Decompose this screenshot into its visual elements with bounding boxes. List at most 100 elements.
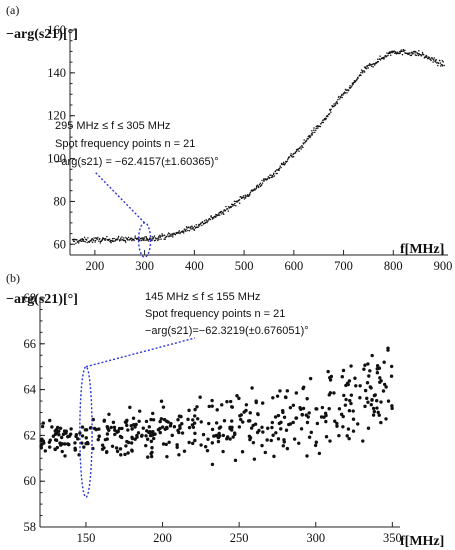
panel-b-data-point <box>126 428 130 432</box>
panel-a-data-point <box>349 84 351 87</box>
panel-b-data-point <box>389 364 394 369</box>
panel-a-data-point <box>377 60 380 63</box>
panel-b-data-point <box>297 441 301 445</box>
panel-b-data-point <box>63 442 67 446</box>
panel-a-data-point <box>172 236 174 238</box>
panel-a-data-point <box>363 71 366 73</box>
panel-a-data-point <box>193 229 196 231</box>
panel-a-data-point <box>243 198 246 200</box>
panel-a-data-point <box>304 142 306 144</box>
panel-a-data-point <box>168 233 171 235</box>
panel-b-data-point <box>172 425 177 429</box>
panel-a-data-point <box>110 239 112 242</box>
panel-a-data-point <box>274 170 277 172</box>
panel-a-data-point <box>293 152 296 154</box>
panel-a-data-point <box>279 165 281 167</box>
panel-a-data-point <box>263 179 265 181</box>
panel-a-data-point <box>238 202 241 204</box>
panel-b-data-point <box>63 454 67 458</box>
panel-b-data-point <box>346 382 350 387</box>
panel-a-data-point <box>147 240 150 242</box>
panel-b-data-point <box>384 385 388 389</box>
panel-a-data-point <box>301 144 303 147</box>
panel-b-data-point <box>111 420 116 425</box>
panel-a-data-point <box>408 52 411 54</box>
panel-b-data-point <box>187 425 192 430</box>
panel-a-data-point <box>93 237 95 239</box>
panel-a-data-points <box>71 48 445 244</box>
panel-b-data-point <box>201 432 206 437</box>
panel-b-data-point <box>145 437 150 441</box>
panel-a-data-point <box>386 52 388 54</box>
panel-b-data-point <box>278 389 282 393</box>
panel-b-data-point <box>160 425 165 429</box>
panel-b-data-point <box>252 457 257 461</box>
panel-b-data-point <box>78 431 82 435</box>
panel-b-data-point <box>130 448 134 452</box>
panel-b-data-point <box>60 449 64 454</box>
panel-b-data-point <box>349 393 354 397</box>
panel-a-data-point <box>439 62 442 64</box>
panel-a-data-point <box>283 164 286 166</box>
panel-a-data-point <box>273 172 275 174</box>
panel-a-data-point <box>340 96 342 98</box>
panel-a-data-point <box>327 115 329 118</box>
panel-a-data-point <box>218 214 221 216</box>
panel-a-y-tick-label: 80 <box>54 194 67 208</box>
panel-a-data-point <box>253 189 255 191</box>
panel-b-x-axis-title: f[MHz] <box>400 534 444 549</box>
panel-a-x-tick-label: 400 <box>185 259 204 273</box>
panel-a-y-tick-label: 60 <box>54 237 67 251</box>
panel-b-data-point <box>149 417 153 422</box>
panel-a-data-point <box>356 78 358 80</box>
panel-b-data-point <box>261 430 265 434</box>
panel-a-data-point <box>106 235 108 238</box>
panel-a-data-point <box>267 176 270 178</box>
panel-b-data-point <box>285 446 290 451</box>
panel-a-data-point <box>362 70 364 72</box>
panel-a-data-point <box>256 184 259 187</box>
panel-a-data-point <box>311 134 314 136</box>
panel-b-data-point <box>233 432 237 437</box>
panel-a-data-point <box>207 219 210 221</box>
panel-a-data-point <box>134 235 136 237</box>
panel-a-data-point <box>83 240 85 243</box>
panel-a-label: (a) <box>6 3 19 17</box>
panel-a-data-point <box>338 95 340 98</box>
panel-a-data-point <box>320 123 322 125</box>
panel-b-data-point <box>326 369 330 374</box>
panel-b: (b) −arg(s21)[°] f[MHz] 150 200 250 300 350 5… <box>6 271 444 549</box>
panel-a-data-point <box>261 179 263 182</box>
panel-b-data-point <box>193 407 197 412</box>
panel-a-data-point <box>119 239 121 241</box>
panel-b-data-point <box>151 411 155 416</box>
panel-b-annotation-line1: 145 MHz ≤ f ≤ 155 MHz <box>145 291 260 303</box>
panel-a-data-point <box>208 217 211 220</box>
panel-b-data-point <box>280 408 285 413</box>
panel-b-leader-line <box>85 337 196 368</box>
panel-b-data-point <box>230 425 234 430</box>
panel-a-data-point <box>285 161 288 163</box>
panel-a-data-point <box>214 216 217 218</box>
panel-b-data-point <box>317 451 322 456</box>
panel-a-data-point <box>402 48 405 51</box>
panel-a-data-point <box>330 111 332 113</box>
panel-b-data-point <box>130 435 134 440</box>
panel-a-data-point <box>224 209 227 212</box>
panel-b-data-point <box>346 427 351 431</box>
panel-a-data-point <box>82 238 85 241</box>
panel-b-data-point <box>328 378 333 382</box>
panel-a-data-point <box>83 236 86 239</box>
panel-b-data-point <box>217 431 221 436</box>
panel-b-label: (b) <box>6 271 20 285</box>
panel-a-data-point <box>159 235 162 237</box>
panel-b-data-point <box>239 417 243 422</box>
panel-a-data-point <box>442 61 445 63</box>
panel-a-data-point <box>258 183 261 186</box>
panel-b-data-point <box>291 420 295 425</box>
panel-a-annotation-line2: Spot frequency points n = 21 <box>55 138 195 150</box>
panel-a-data-point <box>329 109 331 112</box>
panel-b-data-point <box>390 406 394 411</box>
panel-a-data-point <box>322 121 325 124</box>
